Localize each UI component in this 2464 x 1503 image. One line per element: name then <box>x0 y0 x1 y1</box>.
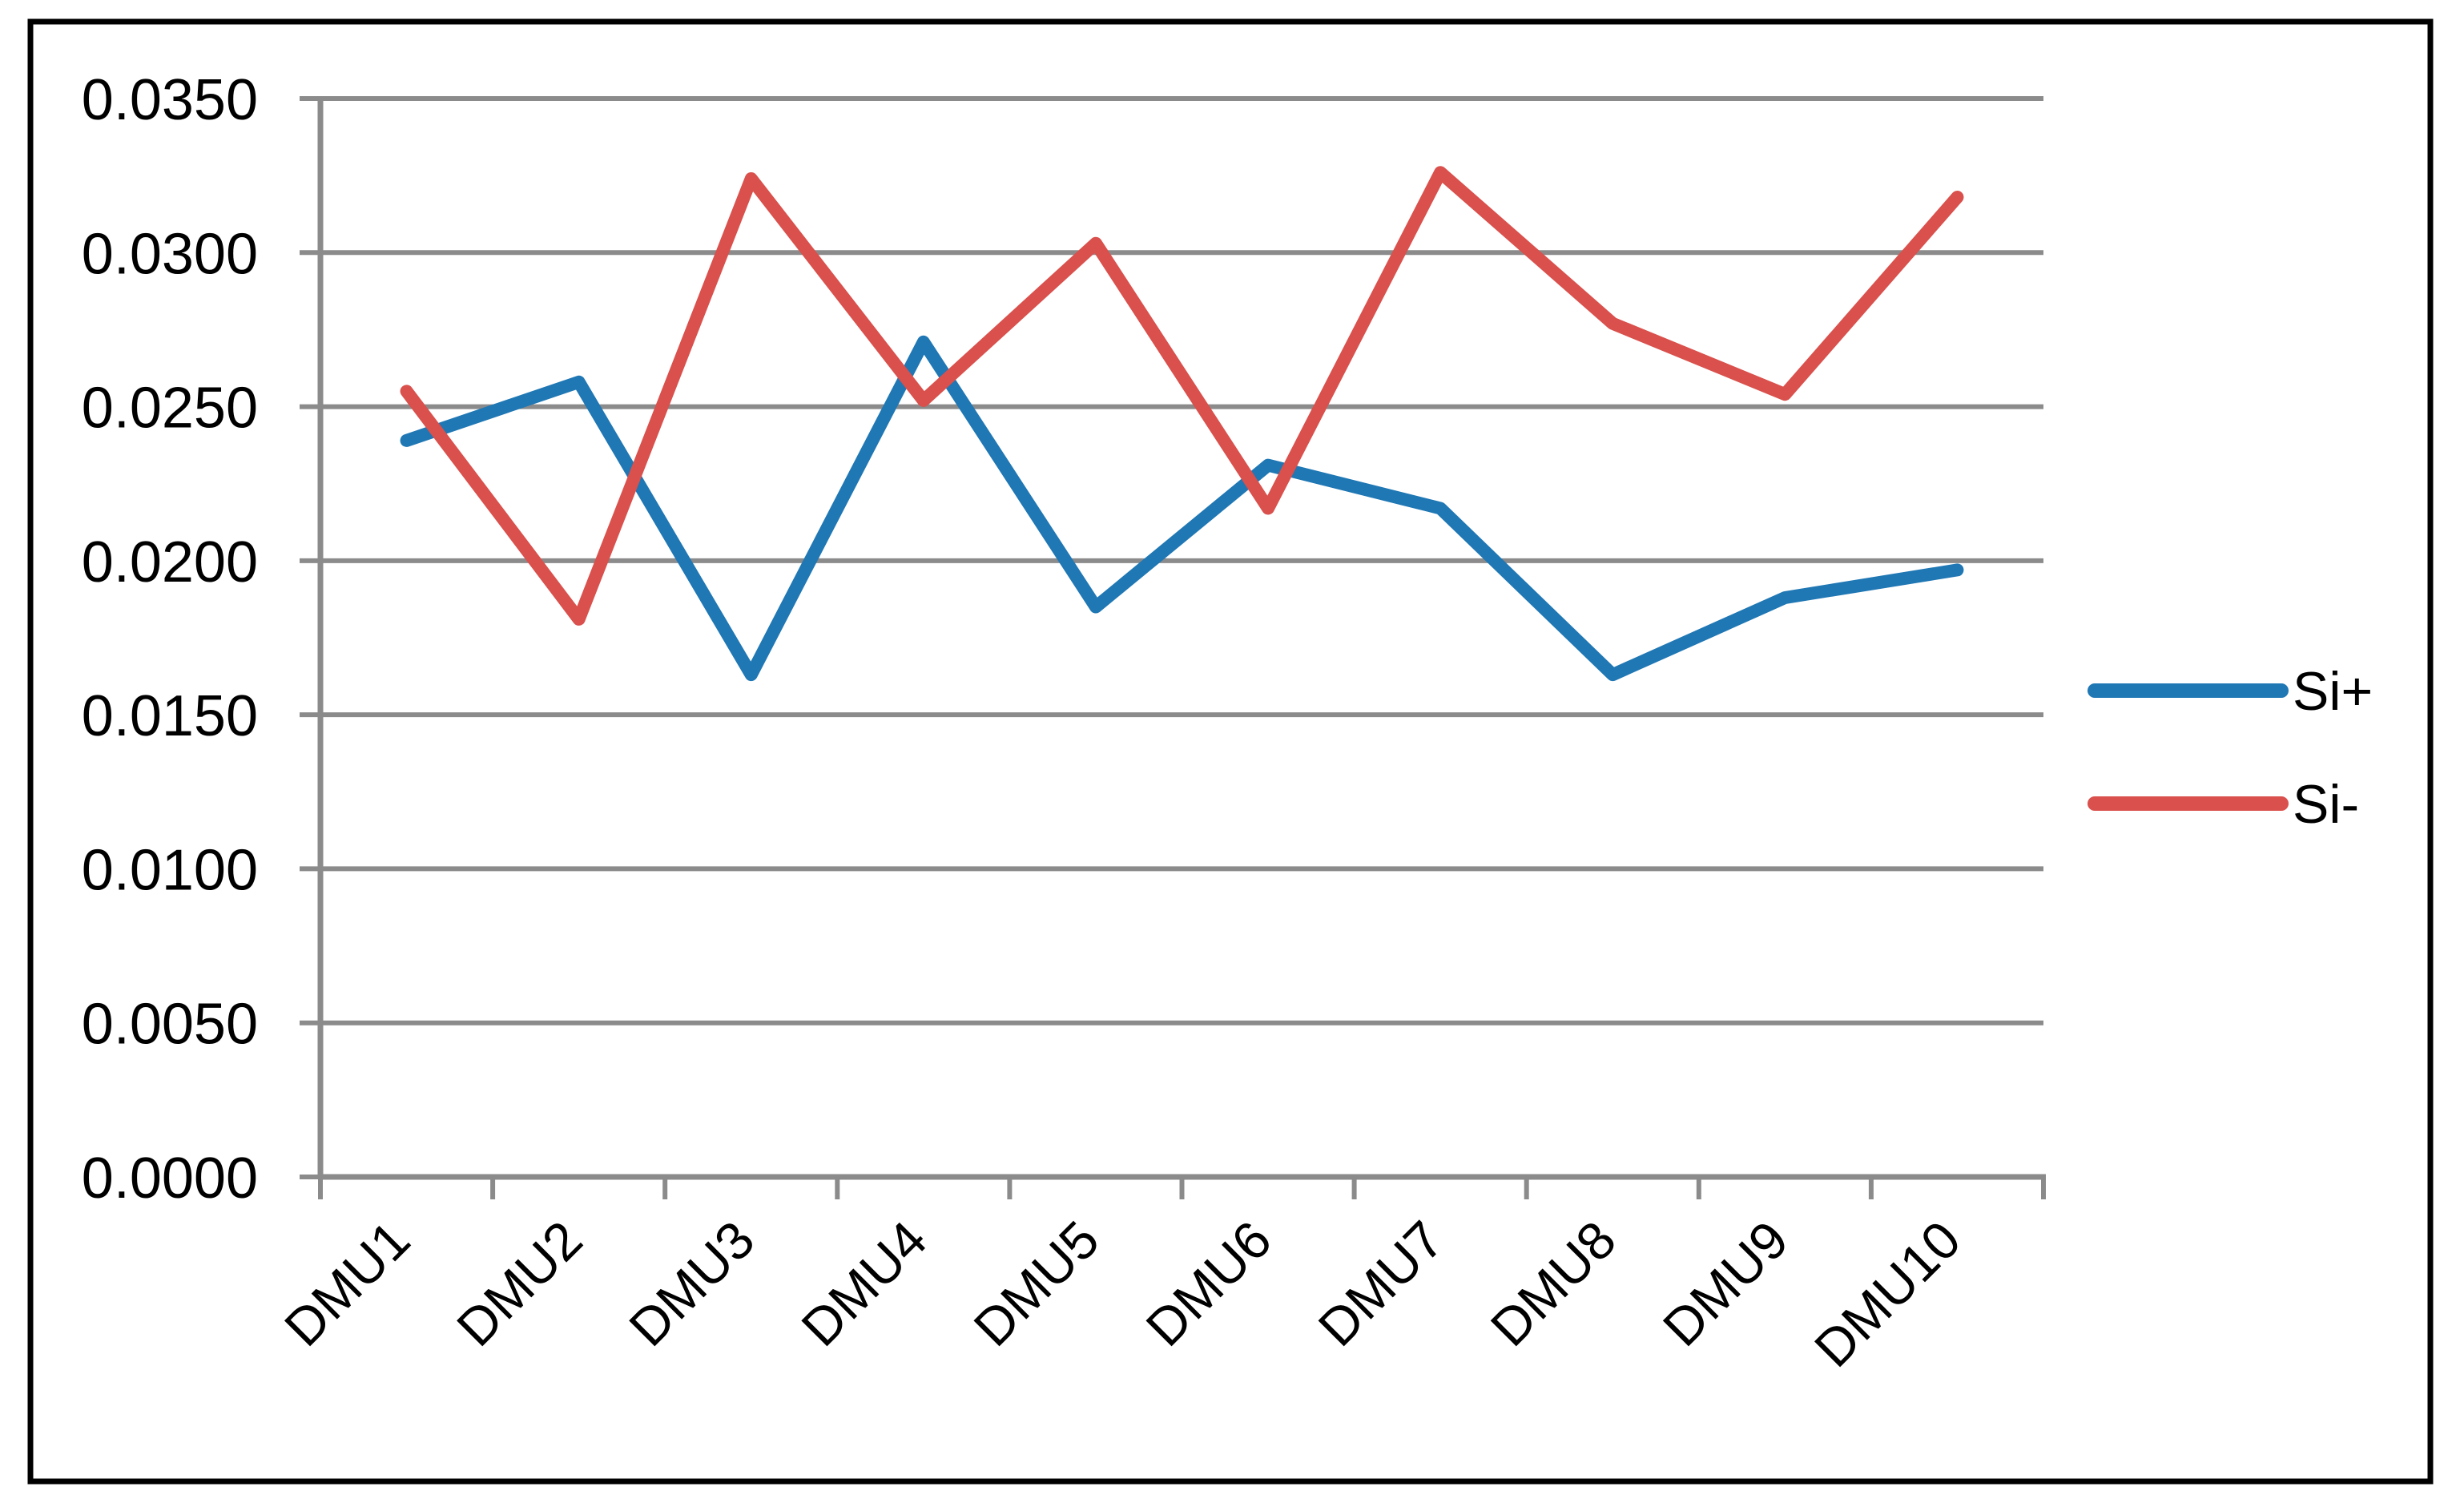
y-tick-label: 0.0200 <box>82 530 258 594</box>
x-axis-ticks <box>318 1177 2046 1199</box>
y-tick-label: 0.0250 <box>82 377 258 441</box>
series-line-si- <box>400 166 1964 626</box>
y-tick-label: 0.0350 <box>82 68 258 132</box>
series-lines <box>400 166 1964 682</box>
y-tick-label: 0.0100 <box>82 838 258 902</box>
y-tick-label: 0.0050 <box>82 993 258 1057</box>
legend: Si+ Si- <box>2088 661 2373 835</box>
y-tick-label: 0.0300 <box>82 222 258 286</box>
y-axis-ticks <box>300 96 320 1179</box>
gridlines <box>320 96 2043 1026</box>
y-tick-label: 0.0150 <box>82 684 258 748</box>
legend-label-si-plus: Si+ <box>2293 661 2373 722</box>
y-tick-label: 0.0000 <box>82 1146 258 1211</box>
y-axis-tick-labels: 0.0000 0.0050 0.0100 0.0150 0.0200 0.0250 0.03… <box>82 68 258 1211</box>
series-line-si- <box>400 335 1964 682</box>
legend-label-si-minus: Si- <box>2293 774 2359 835</box>
figure-border <box>27 18 2434 1485</box>
